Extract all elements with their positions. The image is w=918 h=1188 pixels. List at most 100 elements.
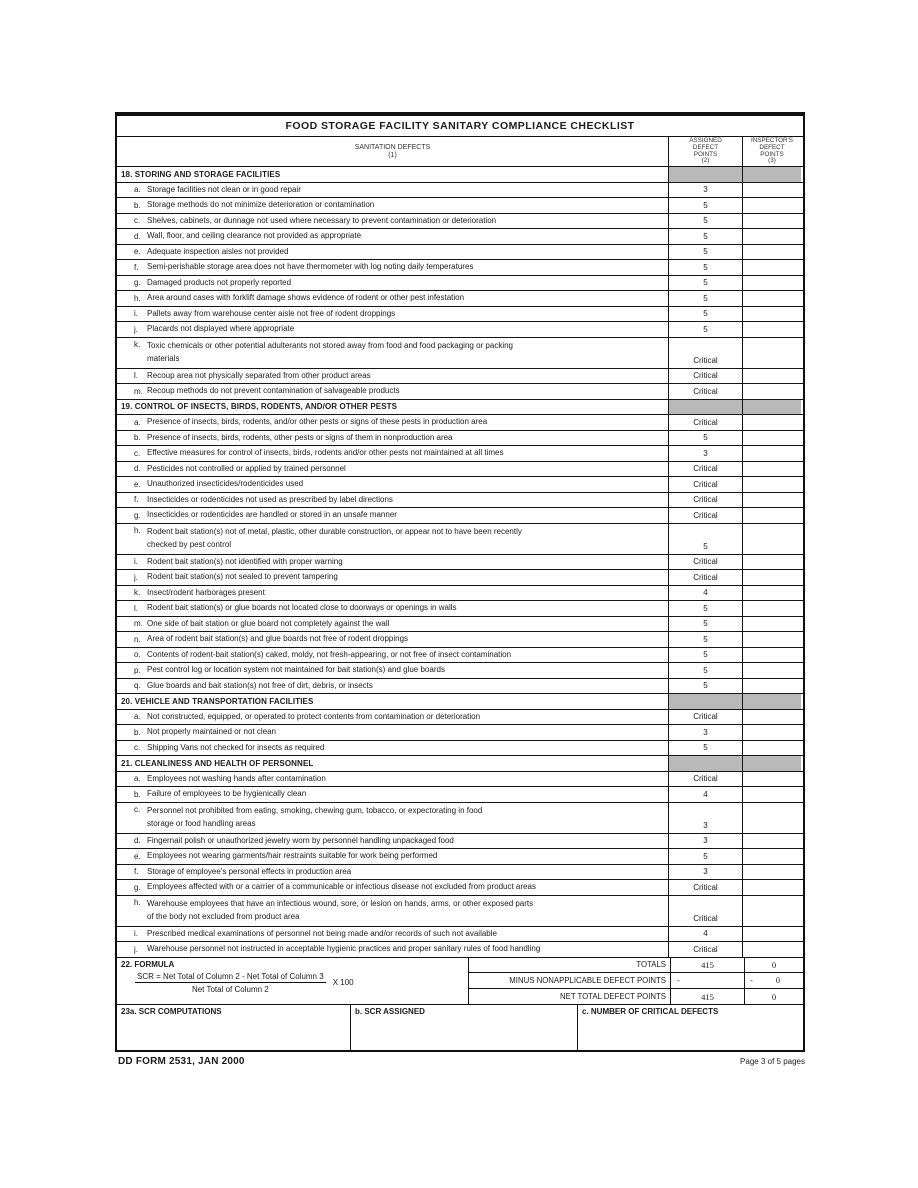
- formula-section: 22. FORMULA SCR = Net Total of Column 2 …: [117, 957, 803, 1006]
- defect-text-cell: m. One side of bait station or glue board…: [117, 617, 668, 632]
- totals-inspector-value: 0: [744, 988, 803, 1005]
- inspector-points-cell: [742, 616, 801, 631]
- defect-row: m. Recoup methods do not prevent contamin…: [117, 384, 803, 400]
- defect-text-cell: n. Area of rodent bait station(s) and glu…: [117, 632, 668, 647]
- defect-text: Pallets away from warehouse center aisle…: [147, 308, 396, 318]
- defect-text-cell: a. Not constructed, equipped, or operated…: [117, 710, 668, 725]
- defect-letter: c.: [134, 448, 141, 458]
- defect-text-cell: g. Employees affected with or a carrier o…: [117, 880, 668, 895]
- column-header-assigned-points: ASSIGNED DEFECT POINTS (2): [668, 137, 742, 166]
- section-header-row: 18. STORING AND STORAGE FACILITIES: [117, 167, 803, 183]
- inspector-points-cell: [742, 244, 801, 259]
- defect-row: l. Rodent bait station(s) or glue boards …: [117, 601, 803, 617]
- defect-letter: c.: [134, 805, 141, 814]
- defect-text: Employees not washing hands after contam…: [147, 773, 326, 783]
- assigned-points-cell: 5: [668, 647, 742, 662]
- defect-row: g. Insecticides or rodenticides are handl…: [117, 508, 803, 524]
- defect-text: Recoup area not physically separated fro…: [147, 370, 371, 380]
- defect-row: e. Employees not wearing garments/hair re…: [117, 849, 803, 865]
- page-footer: DD FORM 2531, JAN 2000 Page 3 of 5 pages: [118, 1056, 805, 1067]
- defect-row: b. Failure of employees to be hygienicall…: [117, 787, 803, 803]
- inspector-points-cell: [742, 725, 801, 740]
- inspector-points-cell: [742, 508, 801, 523]
- defect-row: a. Storage facilities not clean or in goo…: [117, 182, 803, 198]
- defect-row: i. Rodent bait station(s) not identified …: [117, 554, 803, 570]
- defect-text: Rodent bait station(s) not of metal, pla…: [147, 527, 522, 549]
- assigned-points-cell: 5: [668, 601, 742, 616]
- defect-row: j. Placards not displayed where appropria…: [117, 322, 803, 338]
- assigned-points-cell: Critical: [668, 570, 742, 585]
- inspector-points-cell: [742, 833, 801, 848]
- defect-letter: e.: [134, 247, 141, 257]
- assigned-points-cell: Critical: [668, 880, 742, 895]
- assigned-points-cell: 5: [668, 229, 742, 244]
- defect-text-cell: a. Storage facilities not clean or in goo…: [117, 183, 668, 198]
- inspector-points-cell: [742, 446, 801, 461]
- inspector-points-cell: [742, 709, 801, 724]
- defect-letter: p.: [134, 665, 141, 675]
- assigned-points-cell: Critical: [668, 895, 742, 926]
- assigned-points-cell: Critical: [668, 508, 742, 523]
- defect-text: Wall, floor, and ceiling clearance not p…: [147, 231, 362, 240]
- defect-row: e. Unauthorized insecticides/rodenticides…: [117, 477, 803, 493]
- inspector-points-cell: [742, 787, 801, 802]
- inspector-points-cell: [742, 306, 801, 321]
- defect-text: Damaged products not properly reported: [147, 277, 292, 287]
- defect-text: Not properly maintained or not clean: [147, 727, 276, 736]
- totals-assigned-value: 415: [670, 988, 744, 1005]
- defect-text-cell: i. Rodent bait station(s) not identified …: [117, 555, 668, 570]
- defect-text: Employees affected with or a carrier of …: [147, 882, 536, 891]
- assigned-points-cell: 3: [668, 802, 742, 833]
- defect-letter: i.: [134, 929, 138, 939]
- defect-text-cell: j. Placards not displayed where appropria…: [117, 322, 668, 337]
- totals-inspector-value: -0: [744, 973, 803, 989]
- defect-text: Glue boards and bait station(s) not free…: [147, 680, 373, 690]
- inspector-points-cell: [742, 554, 801, 569]
- defect-text-cell: i. Pallets away from warehouse center ais…: [117, 307, 668, 322]
- assigned-points-cell: Critical: [668, 492, 742, 507]
- defect-letter: a.: [134, 712, 141, 722]
- defect-letter: f.: [134, 262, 139, 272]
- formula-denominator: Net Total of Column 2: [191, 984, 269, 994]
- inspector-points-cell: [742, 384, 801, 399]
- defect-row: d. Fingernail polish or unauthorized jewe…: [117, 833, 803, 849]
- defect-row: i. Prescribed medical examinations of per…: [117, 926, 803, 942]
- assigned-points-cell: 5: [668, 213, 742, 228]
- defect-letter: g.: [134, 510, 141, 520]
- defect-row: a. Employees not washing hands after cont…: [117, 771, 803, 787]
- defect-letter: h.: [134, 293, 141, 303]
- defect-letter: h.: [134, 898, 141, 907]
- inspector-points-cell: [742, 291, 801, 306]
- defect-row: b. Presence of insects, birds, rodents, o…: [117, 430, 803, 446]
- totals-assigned-value: 415: [670, 957, 744, 974]
- defect-text-cell: c. Effective measures for control of inse…: [117, 446, 668, 461]
- totals-inspector-number: 0: [775, 975, 781, 986]
- defect-text-cell: b. Storage methods do not minimize deteri…: [117, 198, 668, 213]
- defect-letter: e.: [134, 851, 141, 861]
- assigned-points-cell: 5: [668, 632, 742, 647]
- assigned-points-cell: 3: [668, 833, 742, 848]
- formula-fraction: SCR = Net Total of Column 2 - Net Total …: [135, 972, 326, 994]
- defect-text: Effective measures for control of insect…: [147, 448, 504, 457]
- defect-letter: d.: [134, 836, 141, 846]
- assigned-points-cell: 3: [668, 725, 742, 740]
- defect-row: n. Area of rodent bait station(s) and glu…: [117, 632, 803, 648]
- assigned-points-cell: 5: [668, 198, 742, 213]
- assigned-points-cell: 5: [668, 849, 742, 864]
- defect-letter: j.: [134, 324, 138, 334]
- inspector-points-cell: [742, 663, 801, 678]
- defect-text: Presence of insects, birds, rodents, and…: [147, 417, 488, 426]
- assigned-points-cell: 5: [668, 275, 742, 290]
- inspector-points-cell: [742, 771, 801, 786]
- defect-row: f. Insecticides or rodenticides not used …: [117, 492, 803, 508]
- defect-row: c. Shelves, cabinets, or dunnage not used…: [117, 213, 803, 229]
- formula-multiplier: X 100: [332, 978, 354, 987]
- defect-letter: m.: [134, 619, 143, 629]
- defect-row: l. Recoup area not physically separated f…: [117, 368, 803, 384]
- inspector-points-cell: [742, 492, 801, 507]
- defect-letter: g.: [134, 278, 141, 288]
- totals-label: NET TOTAL DEFECT POINTS: [468, 988, 670, 1005]
- defect-text-cell: h. Area around cases with forklift damage…: [117, 291, 668, 306]
- defect-text-cell: i. Prescribed medical examinations of per…: [117, 927, 668, 942]
- defect-text-cell: c. Shelves, cabinets, or dunnage not used…: [117, 214, 668, 229]
